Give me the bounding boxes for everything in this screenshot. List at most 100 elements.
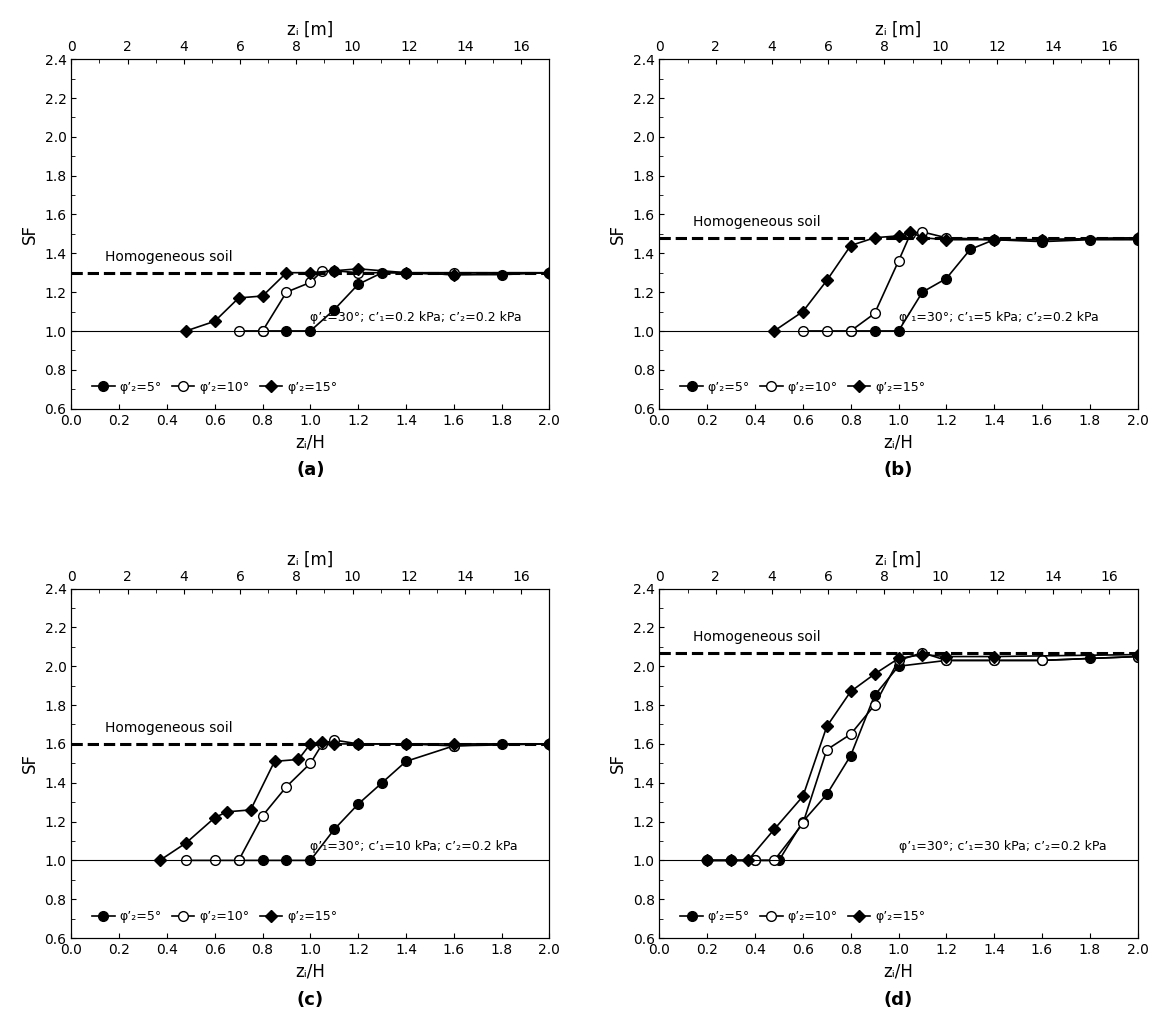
Line: φ’₂=5°: φ’₂=5° (703, 652, 1142, 865)
φ’₂=15° (819, 721, 833, 733)
φ’₂=5° (327, 303, 341, 315)
Line: φ’₂=15°: φ’₂=15° (770, 228, 1141, 335)
φ’₂=5° (542, 738, 556, 751)
X-axis label: zᵢ [m]: zᵢ [m] (876, 551, 921, 568)
Legend: φ’₂=5°, φ’₂=10°, φ’₂=15°: φ’₂=5°, φ’₂=10°, φ’₂=15° (88, 376, 343, 399)
φ’₂=15° (700, 855, 714, 867)
φ’₂=10° (231, 855, 245, 867)
Text: φ’₁=30°; c’₁=5 kPa; c’₂=0.2 kPa: φ’₁=30°; c’₁=5 kPa; c’₂=0.2 kPa (898, 310, 1098, 324)
φ’₂=5° (867, 689, 881, 701)
φ’₂=15° (351, 263, 365, 275)
φ’₂=10° (748, 855, 762, 867)
φ’₂=10° (231, 325, 245, 337)
φ’₂=5° (279, 855, 293, 867)
φ’₂=5° (915, 286, 929, 298)
φ’₂=15° (844, 686, 858, 698)
φ’₂=10° (316, 738, 330, 751)
φ’₂=10° (179, 855, 193, 867)
φ’₂=10° (303, 757, 317, 769)
φ’₂=15° (724, 855, 738, 867)
φ’₂=10° (279, 286, 293, 298)
φ’₂=5° (1082, 234, 1097, 246)
φ’₂=15° (268, 756, 282, 768)
φ’₂=15° (915, 232, 929, 244)
φ’₂=15° (447, 738, 461, 751)
φ’₂=5° (494, 738, 509, 751)
Line: φ’₂=5°: φ’₂=5° (257, 268, 554, 336)
φ’₂=5° (819, 789, 833, 801)
Text: (c): (c) (297, 991, 324, 1008)
φ’₂=10° (256, 809, 270, 822)
φ’₂=15° (867, 668, 881, 680)
φ’₂=15° (351, 738, 365, 751)
φ’₂=5° (351, 278, 365, 291)
φ’₂=15° (303, 267, 317, 279)
φ’₂=10° (700, 855, 714, 867)
Line: φ’₂=15°: φ’₂=15° (182, 265, 553, 335)
φ’₂=15° (1035, 234, 1049, 246)
Line: φ’₂=15°: φ’₂=15° (703, 651, 1141, 865)
φ’₂=15° (316, 736, 330, 749)
φ’₂=10° (915, 226, 929, 238)
φ’₂=10° (1130, 232, 1144, 244)
φ’₂=5° (303, 325, 317, 337)
φ’₂=10° (542, 267, 556, 279)
φ’₂=10° (399, 738, 413, 751)
φ’₂=10° (316, 265, 330, 277)
φ’₂=15° (767, 823, 781, 835)
φ’₂=10° (1130, 651, 1144, 663)
φ’₂=10° (447, 739, 461, 752)
Y-axis label: SF: SF (609, 224, 627, 244)
φ’₂=10° (767, 855, 781, 867)
φ’₂=15° (891, 653, 905, 665)
φ’₂=10° (542, 738, 556, 751)
φ’₂=15° (891, 230, 905, 242)
φ’₂=15° (243, 804, 257, 817)
φ’₂=15° (542, 267, 556, 279)
φ’₂=15° (208, 811, 222, 824)
φ’₂=15° (447, 268, 461, 280)
φ’₂=5° (231, 855, 245, 867)
φ’₂=10° (399, 267, 413, 279)
φ’₂=5° (891, 325, 905, 337)
Legend: φ’₂=5°, φ’₂=10°, φ’₂=15°: φ’₂=5°, φ’₂=10°, φ’₂=15° (88, 905, 343, 928)
φ’₂=5° (939, 655, 953, 667)
φ’₂=5° (494, 268, 509, 280)
φ’₂=10° (1035, 234, 1049, 246)
φ’₂=15° (542, 738, 556, 751)
Legend: φ’₂=5°, φ’₂=10°, φ’₂=15°: φ’₂=5°, φ’₂=10°, φ’₂=15° (676, 905, 931, 928)
φ’₂=10° (819, 325, 833, 337)
Y-axis label: SF: SF (609, 754, 627, 773)
X-axis label: zᵢ/H: zᵢ/H (884, 963, 913, 980)
φ’₂=15° (987, 234, 1001, 246)
φ’₂=10° (939, 655, 953, 667)
φ’₂=10° (447, 267, 461, 279)
φ’₂=15° (327, 738, 341, 751)
φ’₂=5° (1130, 651, 1144, 663)
φ’₂=15° (741, 855, 755, 867)
Text: (a): (a) (296, 461, 325, 479)
φ’₂=5° (256, 325, 270, 337)
φ’₂=10° (208, 855, 222, 867)
φ’₂=5° (939, 272, 953, 285)
X-axis label: zᵢ [m]: zᵢ [m] (876, 21, 921, 39)
φ’₂=10° (351, 267, 365, 279)
φ’₂=5° (447, 268, 461, 280)
φ’₂=10° (844, 728, 858, 740)
φ’₂=5° (375, 776, 389, 789)
φ’₂=15° (279, 267, 293, 279)
X-axis label: zᵢ [m]: zᵢ [m] (288, 551, 333, 568)
X-axis label: zᵢ [m]: zᵢ [m] (288, 21, 333, 39)
φ’₂=15° (153, 855, 167, 867)
Line: φ’₂=5°: φ’₂=5° (845, 235, 1142, 336)
Line: φ’₂=15°: φ’₂=15° (155, 738, 553, 865)
φ’₂=10° (724, 855, 738, 867)
X-axis label: zᵢ/H: zᵢ/H (884, 433, 913, 452)
φ’₂=5° (724, 855, 738, 867)
φ’₂=15° (987, 651, 1001, 663)
φ’₂=10° (904, 228, 918, 240)
φ’₂=5° (844, 750, 858, 762)
φ’₂=10° (867, 307, 881, 320)
φ’₂=5° (1035, 235, 1049, 247)
φ’₂=15° (231, 292, 245, 304)
